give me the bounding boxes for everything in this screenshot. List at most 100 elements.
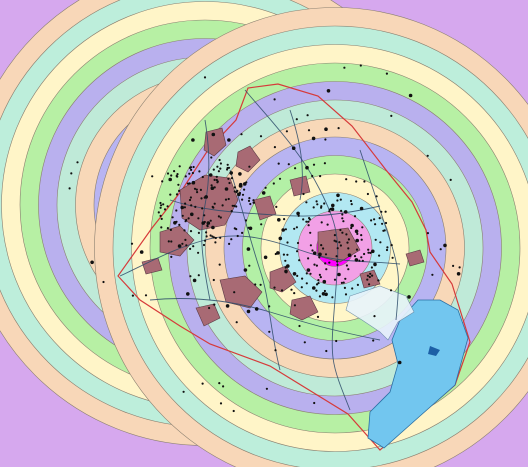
- survey-point: [311, 174, 314, 178]
- survey-point: [382, 229, 385, 232]
- survey-point: [328, 208, 331, 211]
- survey-point: [236, 189, 239, 192]
- survey-point: [323, 289, 326, 293]
- survey-point: [295, 118, 298, 121]
- survey-point: [315, 283, 319, 286]
- survey-point: [355, 238, 360, 243]
- survey-point: [328, 261, 331, 264]
- survey-point: [311, 136, 316, 141]
- survey-point: [189, 166, 193, 169]
- survey-point: [337, 272, 341, 277]
- survey-point: [215, 178, 218, 182]
- survey-point: [194, 205, 197, 208]
- survey-point: [259, 135, 263, 138]
- survey-point: [397, 360, 402, 365]
- survey-point: [171, 216, 174, 219]
- survey-point: [217, 170, 220, 173]
- survey-point: [317, 279, 320, 282]
- survey-point: [187, 217, 190, 220]
- survey-point: [336, 199, 339, 202]
- survey-point: [247, 226, 250, 229]
- survey-point: [318, 295, 321, 298]
- survey-point: [244, 219, 248, 222]
- survey-point: [178, 223, 181, 226]
- survey-point: [201, 221, 205, 225]
- survey-point: [205, 235, 208, 238]
- survey-point: [384, 221, 388, 225]
- survey-point: [284, 259, 287, 262]
- survey-point: [248, 165, 251, 168]
- survey-point: [225, 304, 230, 308]
- survey-point: [191, 138, 195, 142]
- survey-point: [191, 171, 194, 175]
- urban-patch: [195, 303, 221, 327]
- survey-point: [236, 234, 239, 238]
- survey-point: [282, 253, 285, 256]
- survey-point: [391, 256, 394, 259]
- survey-point: [380, 210, 383, 213]
- survey-point: [177, 244, 182, 248]
- survey-point: [233, 186, 236, 189]
- survey-point: [246, 247, 251, 251]
- survey-point: [373, 218, 376, 221]
- survey-point: [219, 162, 222, 165]
- survey-point: [201, 382, 204, 385]
- survey-point: [130, 242, 134, 245]
- survey-point: [177, 183, 180, 186]
- survey-point: [375, 195, 378, 198]
- survey-point: [233, 190, 236, 193]
- survey-point: [182, 390, 185, 393]
- survey-point: [235, 321, 238, 324]
- survey-point: [338, 241, 341, 244]
- survey-point: [170, 174, 173, 177]
- urban-patch: [235, 145, 261, 173]
- survey-point: [359, 64, 362, 67]
- survey-point: [305, 220, 308, 223]
- survey-point: [183, 229, 186, 232]
- survey-point: [333, 278, 337, 281]
- survey-point: [296, 211, 300, 216]
- survey-point: [315, 264, 318, 267]
- survey-point: [208, 173, 213, 177]
- survey-point: [315, 200, 318, 203]
- survey-point: [186, 182, 190, 185]
- survey-point: [360, 238, 363, 241]
- survey-point: [302, 218, 305, 221]
- survey-point: [307, 129, 311, 132]
- survey-point: [206, 224, 209, 227]
- road-line: [201, 119, 211, 301]
- survey-point: [345, 178, 348, 181]
- survey-point: [343, 210, 348, 214]
- survey-point: [303, 341, 306, 344]
- survey-point: [292, 272, 297, 276]
- survey-point: [277, 162, 280, 165]
- survey-point: [320, 244, 323, 247]
- survey-point: [219, 216, 222, 219]
- survey-point: [241, 231, 244, 234]
- survey-point: [373, 262, 377, 267]
- survey-point: [210, 156, 213, 159]
- survey-point: [309, 244, 312, 247]
- survey-point: [178, 165, 181, 168]
- survey-point: [358, 259, 361, 262]
- survey-point: [240, 133, 243, 136]
- survey-point: [342, 281, 345, 284]
- survey-point: [197, 274, 200, 277]
- survey-point: [200, 197, 203, 200]
- survey-point: [317, 282, 320, 285]
- survey-point: [213, 202, 216, 205]
- survey-point: [363, 252, 366, 256]
- survey-point: [313, 401, 316, 405]
- survey-point: [286, 253, 289, 256]
- survey-point: [190, 168, 193, 171]
- survey-point: [385, 248, 389, 252]
- survey-point: [90, 260, 94, 265]
- survey-point: [456, 272, 461, 276]
- survey-point: [274, 252, 277, 256]
- survey-point: [222, 385, 225, 388]
- survey-point: [203, 214, 206, 217]
- survey-point: [379, 241, 382, 244]
- survey-point: [273, 146, 276, 149]
- survey-point: [226, 163, 229, 166]
